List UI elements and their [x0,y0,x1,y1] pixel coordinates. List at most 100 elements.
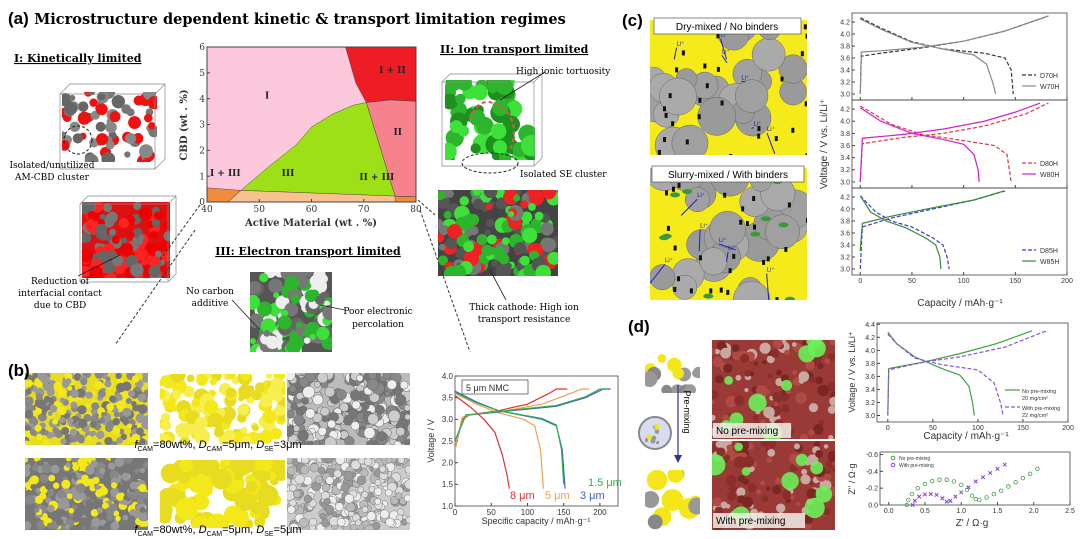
data-point [940,496,945,501]
particles-before [645,354,700,393]
caption-part: f [134,439,138,451]
data-point [912,498,917,503]
connector-dashed-line [419,209,471,353]
carbon-particle [791,127,795,133]
carbon-particle [666,225,670,231]
ion-path-arrow [720,38,728,60]
panel-label-b: (b) [8,361,30,380]
illustrations: Li⁺Li⁺Li⁺Li⁺Li⁺Li⁺Li⁺Li⁺Li⁺Li⁺Li⁺Li⁺ [25,20,835,530]
data-point [922,492,928,497]
series-discharge [887,333,1004,416]
y-tick-label: 3.2 [840,254,850,261]
y-tick-label: 3.4 [840,67,850,74]
ion-path-arrow [650,263,666,285]
data-point [948,498,953,503]
data-point [906,497,911,503]
cube-frame-1 [59,83,166,170]
series-charge [859,190,1006,270]
y-tick-label: 4.2 [840,19,850,26]
carbon-particle [675,67,679,73]
region-label: I + II [379,66,405,76]
binder [778,222,789,228]
green-phase [781,379,793,391]
x-tick-label: 0 [858,278,862,285]
legend-label: D85H [1040,248,1058,255]
series-discharge [859,195,950,270]
y-tick-label: 3.6 [840,55,850,62]
series-discharge [859,195,942,270]
y-tick-label: 4.2 [840,107,850,114]
regime-II-note3-line1: Thick cathode: High ion [469,303,579,313]
caption-part: CAM [137,531,153,538]
carbon-particle [662,106,666,112]
data-point [1006,484,1011,489]
carbon-particle [766,256,770,262]
y-axis-label: Voltage / V [426,419,436,463]
data-point [930,478,935,484]
x-tick-label: 0 [886,425,890,432]
series-label: 1.5 μm [588,477,622,489]
carbon-particle [787,202,791,208]
carbon-particle [677,182,681,188]
x-tick-label: 2.0 [1029,508,1039,515]
legend-label: W70H [1040,84,1059,91]
mixing-vessel [638,416,672,450]
data-point [904,502,910,508]
x-tick-label: 150 [1009,278,1021,285]
y-tick-label: 3.0 [840,91,850,98]
series-charge [887,330,1033,416]
y-tick-label: 2.5 [442,437,454,446]
x-axis-label: Active Material (wt . %) [244,218,377,229]
data-point [944,499,949,504]
caption-part: =80wt%, [153,524,199,536]
regime-II-heading: II: Ion transport limited [440,43,589,56]
data-point [959,490,964,495]
carbon-particle [716,66,720,72]
green-phase [815,486,833,503]
cube-electron [250,272,332,352]
pointer-line [319,304,346,311]
cube-kinetic-2 [82,202,170,278]
series-label: 3 μm [580,490,605,502]
green-phase [804,497,825,519]
carbon-particle [775,297,779,300]
regime-III-note1-line2: additive [192,299,229,309]
carbon-particle [677,276,681,282]
x-tick-label: 80 [410,205,422,215]
no-premixing-label-box [713,423,791,438]
green-phase [806,340,823,349]
x-axis-label: Specific capacity / mAh·g⁻¹ [482,516,591,526]
legend-label: W85H [1040,259,1059,266]
y-tick-label: 0 [199,198,205,208]
data-point [915,485,920,491]
x-axis-label: Capacity / mAh·g⁻¹ [917,298,1003,309]
caption-part: D [199,524,207,536]
ion-path-arrow [698,229,701,252]
caption-part: D [256,439,264,451]
pre-mixing-arrow-label: Pre-mixing [682,390,692,433]
panel-b-caption-bottom: fCAM=80wt%, DCAM=5μm, DSE=5μm [134,524,301,538]
data-point [966,485,971,490]
data-point [980,475,986,480]
carbon-particle [671,186,675,192]
series-charge [859,102,1041,182]
data-point [973,496,978,502]
carbon-particle [681,50,685,56]
chart-d-series [887,330,1047,416]
region-III [240,102,396,197]
carbon-particle [716,33,720,39]
micrograph-dry-mixed: Li⁺ Li⁺ Li⁺ Li⁺ Li⁺ Li⁺ [650,20,807,155]
x-tick-label: 1.0 [956,508,966,515]
panel-b-caption-top: fCAM=80wt%, DCAM=5μm, DSE=3μm [134,439,301,453]
caption-part: =5μm, [222,439,256,451]
tortuosity-path [469,101,515,151]
box-thick-cathode [438,190,558,276]
ion-label: Li⁺ [697,192,705,199]
inset-label-box [461,379,529,395]
plot-frame [851,12,1068,101]
dry-mixed-label-box [653,17,802,35]
series-discharge [860,18,997,95]
with-premixing-label-box [713,513,805,528]
ion-label: Li⁺ [741,75,749,82]
